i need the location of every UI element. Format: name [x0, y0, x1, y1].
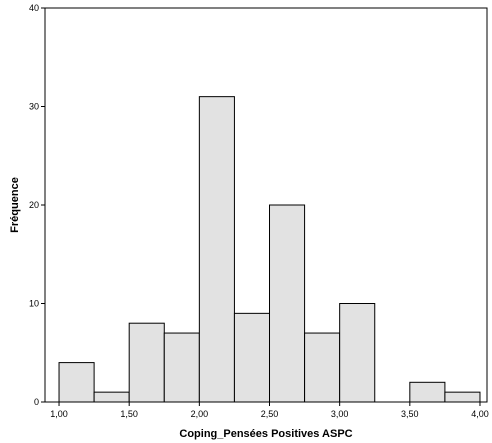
histogram-bar — [304, 332, 341, 403]
histogram-bar — [409, 381, 446, 403]
x-axis-title: Coping_Pensées Positives ASPC — [179, 428, 352, 440]
y-tick-label: 20 — [29, 200, 39, 210]
y-axis-title: Fréquence — [9, 177, 21, 233]
y-tick-label: 30 — [29, 102, 39, 112]
histogram-bar — [198, 96, 235, 403]
histogram-bar — [163, 332, 200, 403]
x-tick-label: 1,50 — [120, 409, 138, 419]
x-tick-label: 4,00 — [471, 409, 489, 419]
x-tick-label: 2,00 — [191, 409, 209, 419]
histogram-bar — [444, 391, 481, 403]
histogram-bar — [233, 312, 271, 403]
bars-group — [58, 96, 481, 403]
histogram-bar — [58, 362, 95, 403]
y-tick-label: 10 — [29, 299, 39, 309]
histogram-bar — [269, 204, 306, 403]
y-tick-label: 40 — [29, 3, 39, 13]
x-axis-ticks: 1,00 1,50 2,00 2,50 3,00 3,50 4,00 — [50, 402, 489, 419]
x-tick-label: 3,50 — [401, 409, 419, 419]
y-axis-ticks: 0 10 20 30 40 — [29, 3, 45, 407]
x-tick-label: 2,50 — [261, 409, 279, 419]
y-tick-label: 0 — [34, 397, 39, 407]
x-tick-label: 1,00 — [50, 409, 68, 419]
histogram-bar — [128, 322, 165, 403]
histogram-bar — [93, 391, 130, 403]
x-tick-label: 3,00 — [331, 409, 349, 419]
histogram-bar — [339, 303, 376, 403]
